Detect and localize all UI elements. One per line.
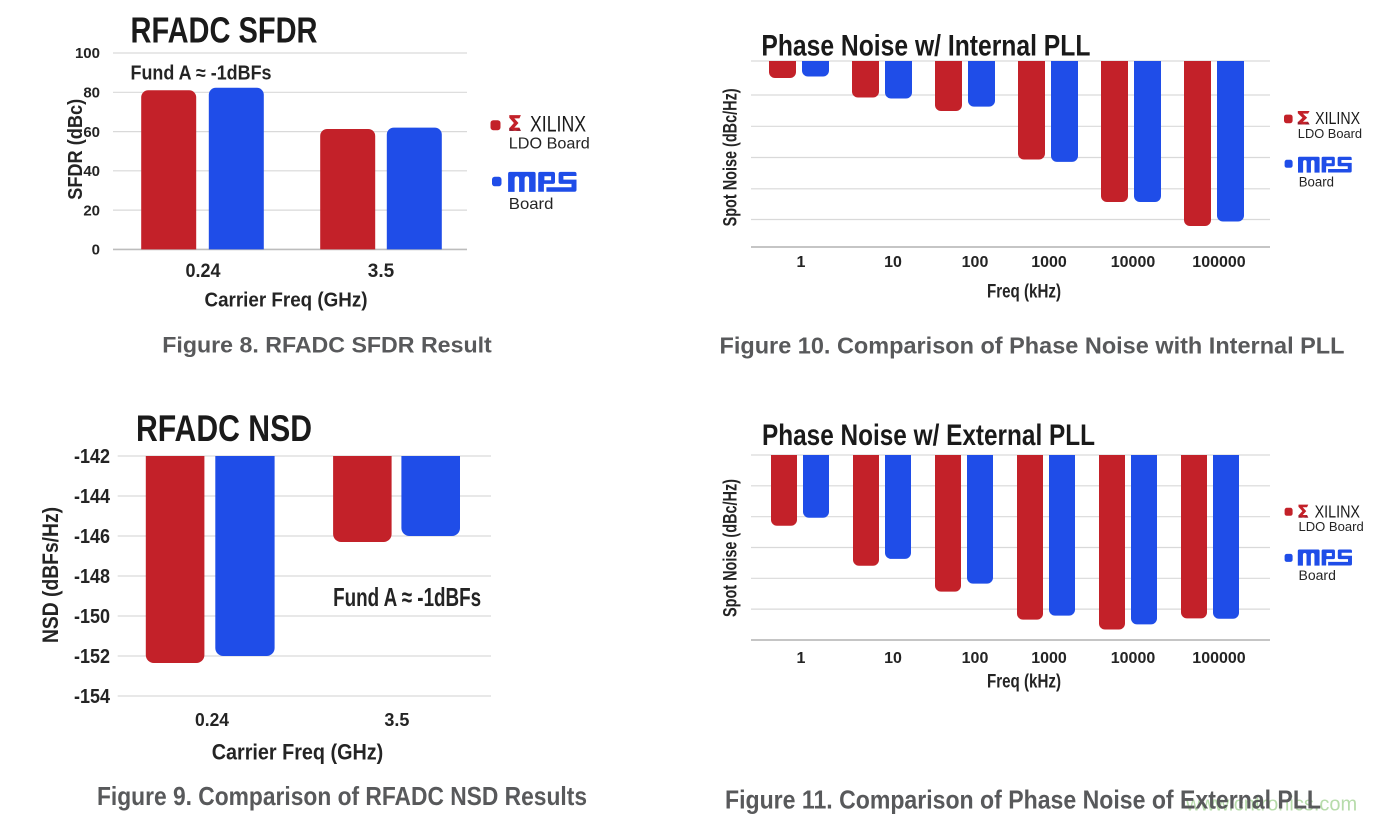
svg-text:80: 80 <box>83 85 100 102</box>
svg-text:100: 100 <box>962 254 989 271</box>
svg-text:Phase Noise w/ Internal PLL: Phase Noise w/ Internal PLL <box>761 30 1090 63</box>
svg-text:100000: 100000 <box>1192 254 1245 271</box>
svg-text:Figure 9. Comparison of RFADC: Figure 9. Comparison of RFADC NSD Result… <box>97 781 587 811</box>
svg-text:RFADC NSD: RFADC NSD <box>136 408 312 449</box>
svg-text:www.cntronics.com: www.cntronics.com <box>1185 794 1357 816</box>
svg-text:1000: 1000 <box>1031 650 1067 667</box>
svg-text:Fund A ≈ -1dBFs: Fund A ≈ -1dBFs <box>333 582 481 612</box>
svg-text:-152: -152 <box>74 646 110 668</box>
svg-text:100: 100 <box>75 45 100 62</box>
svg-text:XILINX: XILINX <box>1315 501 1361 521</box>
svg-text:Spot Noise (dBc/Hz): Spot Noise (dBc/Hz) <box>721 479 742 617</box>
svg-text:LDO Board: LDO Board <box>509 135 590 152</box>
svg-text:Fund A ≈ -1dBFs: Fund A ≈ -1dBFs <box>131 63 272 85</box>
svg-text:Carrier Freq (GHz): Carrier Freq (GHz) <box>205 290 368 312</box>
svg-text:1: 1 <box>797 254 806 271</box>
svg-text:LDO Board: LDO Board <box>1298 126 1362 141</box>
svg-text:3.5: 3.5 <box>384 710 409 730</box>
svg-text:10000: 10000 <box>1111 254 1156 271</box>
svg-text:Board: Board <box>1299 568 1336 583</box>
svg-text:100: 100 <box>962 650 989 667</box>
svg-text:Carrier Freq (GHz): Carrier Freq (GHz) <box>212 740 384 765</box>
svg-text:0.24: 0.24 <box>186 261 221 282</box>
svg-text:-154: -154 <box>74 686 111 708</box>
svg-text:-142: -142 <box>74 446 110 468</box>
svg-text:XILINX: XILINX <box>530 112 586 137</box>
svg-text:Freq (kHz): Freq (kHz) <box>987 282 1061 303</box>
svg-text:Board: Board <box>509 196 554 213</box>
svg-text:60: 60 <box>83 124 100 141</box>
svg-text:SFDR (dBc): SFDR (dBc) <box>65 99 87 200</box>
svg-text:Figure 8. RFADC SFDR Result: Figure 8. RFADC SFDR Result <box>162 333 492 358</box>
svg-text:Phase Noise w/ External PLL: Phase Noise w/ External PLL <box>762 419 1095 452</box>
svg-text:1000: 1000 <box>1031 254 1067 271</box>
svg-text:3.5: 3.5 <box>368 261 395 282</box>
svg-text:1: 1 <box>797 650 806 667</box>
svg-text:10: 10 <box>884 650 902 667</box>
svg-text:-146: -146 <box>74 526 110 548</box>
svg-text:Figure 11. Comparison of Phase: Figure 11. Comparison of Phase Noise of … <box>725 785 1321 815</box>
svg-text:40: 40 <box>83 163 100 180</box>
svg-text:10000: 10000 <box>1111 650 1156 667</box>
svg-text:Figure 10. Comparison of Phase: Figure 10. Comparison of Phase Noise wit… <box>720 333 1345 359</box>
svg-text:0.24: 0.24 <box>195 710 229 730</box>
svg-text:100000: 100000 <box>1192 650 1245 667</box>
svg-text:10: 10 <box>884 254 902 271</box>
svg-text:Spot Noise (dBc/Hz): Spot Noise (dBc/Hz) <box>721 88 742 226</box>
svg-text:-144: -144 <box>74 486 111 508</box>
svg-text:XILINX: XILINX <box>1315 108 1360 128</box>
svg-text:20: 20 <box>83 202 100 219</box>
svg-text:NSD (dBFs/Hz): NSD (dBFs/Hz) <box>38 507 63 643</box>
svg-text:-148: -148 <box>74 566 110 588</box>
svg-text:-150: -150 <box>74 606 110 628</box>
svg-text:LDO Board: LDO Board <box>1299 519 1364 534</box>
svg-text:Board: Board <box>1299 175 1334 190</box>
svg-text:RFADC SFDR: RFADC SFDR <box>131 10 318 51</box>
svg-text:0: 0 <box>92 242 100 259</box>
svg-text:Freq (kHz): Freq (kHz) <box>987 672 1061 693</box>
